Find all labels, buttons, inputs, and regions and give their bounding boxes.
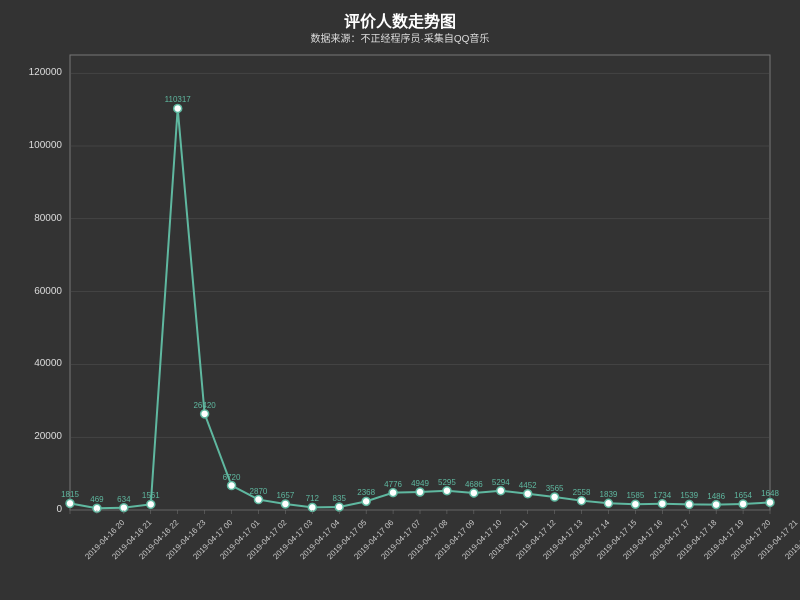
point-value-label: 1815	[61, 490, 79, 499]
point-value-label: 1486	[707, 492, 725, 501]
point-value-label: 712	[306, 494, 319, 503]
point-value-label: 1839	[600, 490, 618, 499]
chart-container: 评价人数走势图 数据来源：不正经程序员·采集自QQ音乐 020000400006…	[0, 0, 800, 600]
point-value-label: 2368	[357, 488, 375, 497]
y-axis-tick-label: 60000	[0, 286, 62, 297]
point-value-label: 4686	[465, 480, 483, 489]
point-value-label: 2870	[250, 487, 268, 496]
point-value-label: 1539	[680, 491, 698, 500]
y-axis-tick-label: 40000	[0, 358, 62, 369]
point-value-label: 110317	[165, 95, 191, 104]
point-value-label: 469	[90, 495, 103, 504]
y-axis-tick-label: 20000	[0, 431, 62, 442]
point-value-label: 3565	[546, 484, 564, 493]
point-value-label: 1657	[276, 491, 294, 500]
point-value-label: 4452	[519, 481, 537, 490]
y-axis-tick-label: 100000	[0, 140, 62, 151]
point-value-label: 2558	[573, 488, 591, 497]
point-value-label: 4776	[384, 480, 402, 489]
point-value-label: 634	[117, 495, 130, 504]
point-value-label: 1734	[653, 491, 671, 500]
point-value-label: 5295	[438, 478, 456, 487]
point-value-label: 1561	[142, 491, 160, 500]
chart-svg	[0, 0, 800, 600]
point-value-label: 835	[333, 494, 346, 503]
y-axis-tick-label: 120000	[0, 67, 62, 78]
point-value-label: 1648	[761, 489, 779, 498]
point-value-label: 1585	[626, 491, 644, 500]
y-axis-tick-label: 0	[0, 504, 62, 515]
point-value-label: 1654	[734, 491, 752, 500]
point-value-label: 5294	[492, 478, 510, 487]
point-value-label: 6720	[223, 473, 241, 482]
point-value-label: 26420	[193, 401, 215, 410]
y-axis-tick-label: 80000	[0, 213, 62, 224]
point-value-label: 4949	[411, 479, 429, 488]
